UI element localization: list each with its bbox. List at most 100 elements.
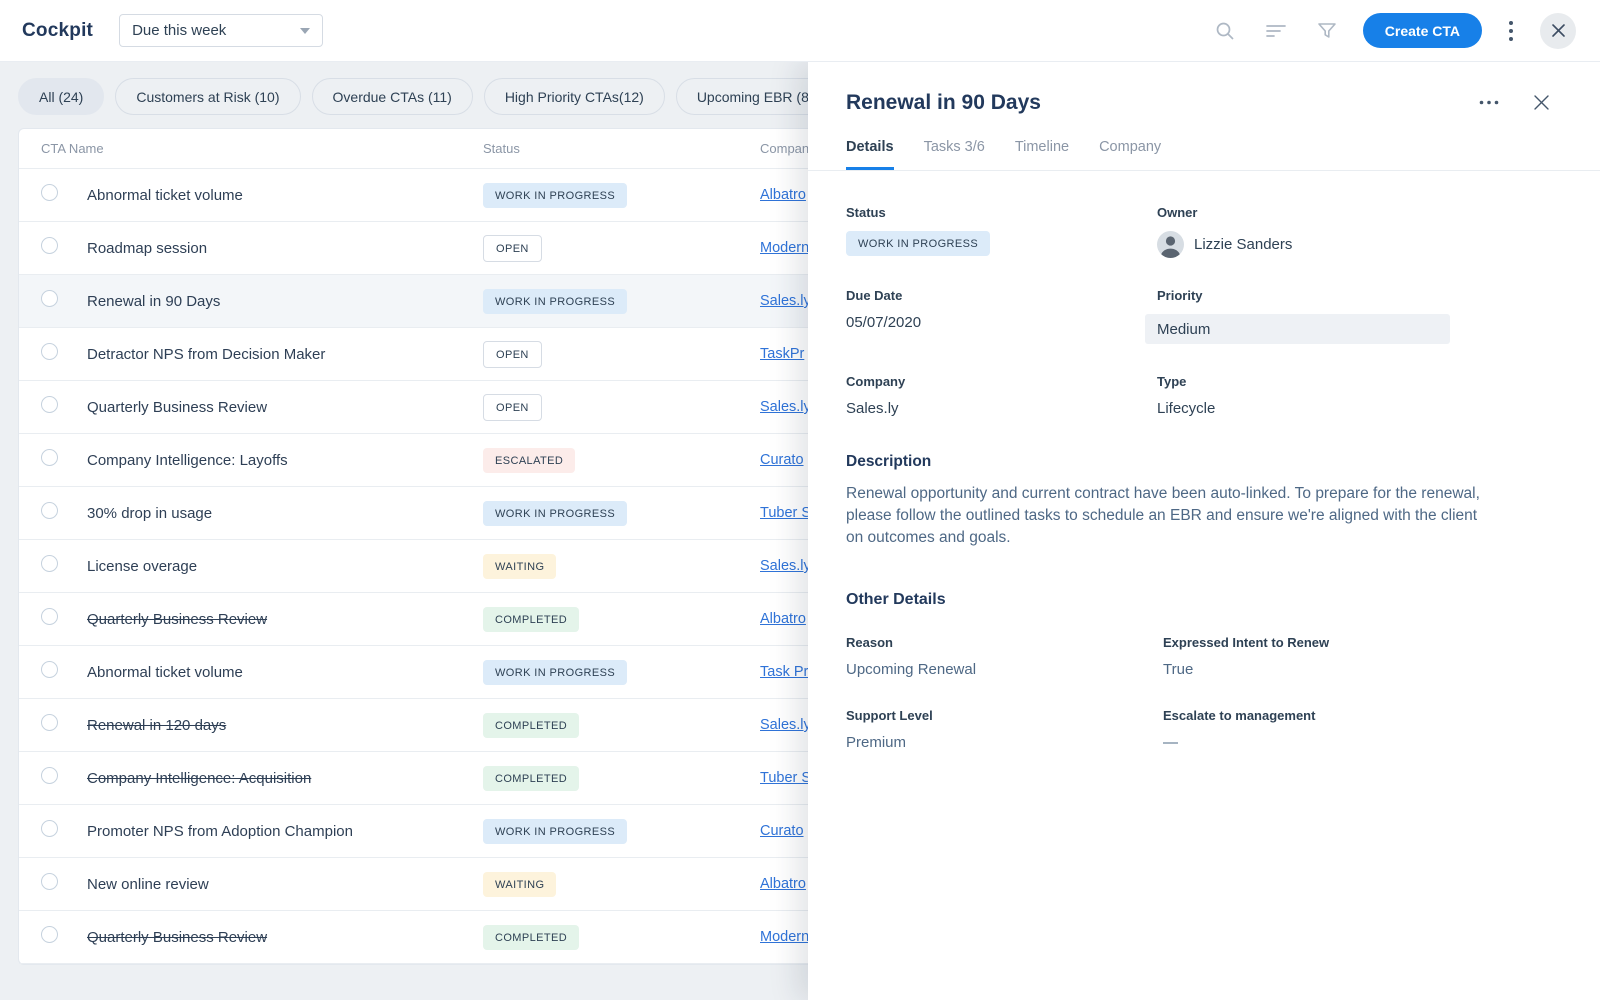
company-link[interactable]: Tuber S <box>760 770 812 786</box>
panel-tab[interactable]: Details <box>846 139 894 170</box>
panel-tab[interactable]: Tasks 3/6 <box>924 139 985 170</box>
kebab-icon <box>1509 20 1513 41</box>
company-link[interactable]: Curato <box>760 452 804 468</box>
row-checkbox[interactable] <box>41 184 58 201</box>
panel-close-button[interactable] <box>1529 90 1554 115</box>
cta-name: New online review <box>87 875 209 893</box>
funnel-icon <box>1317 22 1336 38</box>
status-badge: WORK IN PROGRESS <box>483 659 628 685</box>
field-value: Premium <box>846 734 907 751</box>
company-link[interactable]: Sales.ly <box>760 558 811 574</box>
row-checkbox[interactable] <box>41 396 58 413</box>
field-label: Priority <box>1157 288 1203 303</box>
status-badge: WORK IN PROGRESS <box>846 231 991 256</box>
status-badge: WORK IN PROGRESS <box>483 182 628 208</box>
panel-tab-bar: Details Tasks 3/6 Timeline Company <box>808 115 1600 171</box>
status-badge: OPEN <box>483 393 542 421</box>
row-checkbox[interactable] <box>41 714 58 731</box>
filter-chip[interactable]: Overdue CTAs (11) <box>311 78 473 115</box>
company-link[interactable]: Tuber S <box>760 505 812 521</box>
company-link[interactable]: TaskPr <box>760 346 805 362</box>
table-row[interactable]: Quarterly Business Review COMPLETED Alba… <box>19 593 1599 646</box>
status-badge: OPEN <box>483 234 542 262</box>
cta-name: Company Intelligence: Layoffs <box>87 451 288 469</box>
more-options-button[interactable] <box>1504 16 1518 46</box>
cta-name: Abnormal ticket volume <box>87 663 243 681</box>
row-checkbox[interactable] <box>41 502 58 519</box>
column-header-cta-name: CTA Name <box>41 141 104 156</box>
search-button[interactable] <box>1211 17 1239 45</box>
field-priority: Priority Medium <box>1145 288 1470 344</box>
row-checkbox[interactable] <box>41 449 58 466</box>
status-badge: ESCALATED <box>483 447 576 473</box>
filter-chip-label: High Priority CTAs(12) <box>504 88 644 105</box>
table-row[interactable]: Renewal in 120 days COMPLETED Sales.ly <box>19 699 1599 752</box>
row-checkbox[interactable] <box>41 343 58 360</box>
row-checkbox[interactable] <box>41 237 58 254</box>
sort-button[interactable] <box>1261 18 1291 44</box>
filter-chip[interactable]: High Priority CTAs(12) <box>483 78 665 115</box>
company-link[interactable]: Albatro <box>760 611 806 627</box>
cta-name: Renewal in 120 days <box>87 716 227 734</box>
description-heading: Description <box>846 453 932 470</box>
priority-select[interactable]: Medium <box>1145 314 1450 344</box>
cta-name: Quarterly Business Review <box>87 398 268 416</box>
company-link[interactable]: Curato <box>760 823 804 839</box>
field-label: Type <box>1157 374 1187 389</box>
row-checkbox[interactable] <box>41 820 58 837</box>
row-checkbox[interactable] <box>41 767 58 784</box>
description-text: Renewal opportunity and current contract… <box>846 485 1480 546</box>
panel-more-button[interactable] <box>1475 96 1503 109</box>
field-due-date: Due Date 05/07/2020 <box>846 288 1157 344</box>
type-value: Lifecycle <box>1157 400 1216 417</box>
row-checkbox[interactable] <box>41 661 58 678</box>
ellipsis-icon <box>1479 100 1499 105</box>
owner-name: Lizzie Sanders <box>1194 236 1293 253</box>
due-filter-dropdown[interactable]: Due this week <box>119 14 324 47</box>
field-value: — <box>1163 734 1178 751</box>
row-checkbox[interactable] <box>41 608 58 625</box>
field-label: Owner <box>1157 205 1198 220</box>
field-value: True <box>1163 661 1194 678</box>
column-header-company: Company <box>760 141 816 156</box>
company-link[interactable]: Modern <box>760 929 810 945</box>
cta-name: Company Intelligence: Acquisition <box>87 769 312 787</box>
cta-name: Quarterly Business Review <box>87 610 268 628</box>
cta-name: 30% drop in usage <box>87 504 213 522</box>
cta-name: Abnormal ticket volume <box>87 186 243 204</box>
due-filter-value: Due this week <box>132 22 227 39</box>
close-cockpit-button[interactable] <box>1540 12 1576 49</box>
company-link[interactable]: Sales.ly <box>760 717 811 733</box>
create-cta-button[interactable]: Create CTA <box>1362 13 1482 48</box>
cta-name: License overage <box>87 557 198 575</box>
panel-tab[interactable]: Company <box>1099 139 1161 170</box>
row-checkbox[interactable] <box>41 926 58 943</box>
row-checkbox[interactable] <box>41 873 58 890</box>
field-label: Status <box>846 205 886 220</box>
row-checkbox[interactable] <box>41 555 58 572</box>
company-link[interactable]: Albatro <box>760 876 806 892</box>
company-link[interactable]: Task Pr <box>760 664 809 680</box>
row-checkbox[interactable] <box>41 290 58 307</box>
company-value: Sales.ly <box>846 400 899 417</box>
cta-detail-panel: Renewal in 90 Days Details Tasks 3/6 Timel… <box>808 62 1600 1000</box>
filter-chip[interactable]: Customers at Risk (10) <box>115 78 301 115</box>
status-badge: WORK IN PROGRESS <box>483 288 628 314</box>
company-link[interactable]: Modern <box>760 240 810 256</box>
top-bar: Cockpit Due this week Create CTA <box>0 0 1600 62</box>
chevron-down-icon <box>300 27 311 34</box>
panel-tab[interactable]: Timeline <box>1015 139 1069 170</box>
field-label: Escalate to management <box>1163 708 1316 723</box>
filter-chip-label: All (24) <box>39 88 84 105</box>
due-date-value: 05/07/2020 <box>846 314 922 331</box>
field-company: Company Sales.ly <box>846 374 1157 417</box>
company-link[interactable]: Sales.ly <box>760 293 811 309</box>
company-link[interactable]: Albatro <box>760 187 806 203</box>
filter-chip-bar: All (24) Customers at Risk (10) Overdue CT… <box>18 78 835 115</box>
company-link[interactable]: Sales.ly <box>760 399 811 415</box>
filter-button[interactable] <box>1313 17 1341 45</box>
status-badge: WAITING <box>483 871 557 897</box>
field-label: Support Level <box>846 708 933 723</box>
filter-chip[interactable]: All (24) <box>18 78 105 115</box>
status-badge: OPEN <box>483 340 542 368</box>
